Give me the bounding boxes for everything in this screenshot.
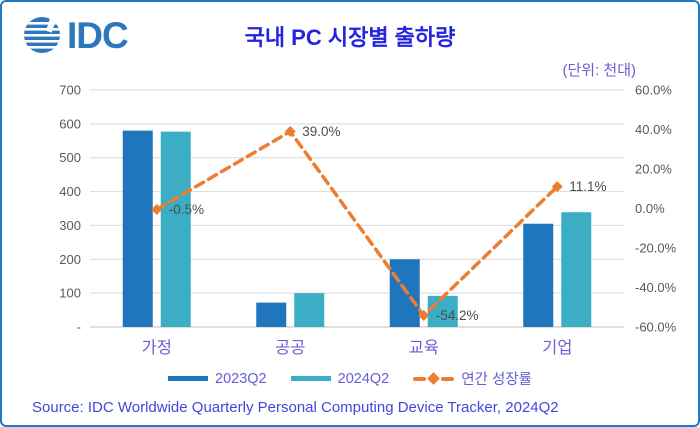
growth-marker [284, 125, 296, 137]
growth-point-label: 39.0% [302, 124, 340, 139]
legend-label-growth: 연간 성장률 [461, 372, 532, 388]
source-text: Source: IDC Worldwide Quarterly Personal… [32, 399, 559, 416]
bar-2024q2-2 [427, 295, 458, 327]
left-axis-tick-label: 600 [59, 116, 81, 131]
left-axis-tick-label: - [77, 320, 81, 335]
left-axis-tick-label: 400 [59, 184, 81, 199]
growth-line [155, 129, 559, 319]
category-label-1: 공공 [275, 339, 305, 357]
legend-item-2023q2: 2023Q2 [168, 371, 267, 387]
legend-swatch-2024q2 [290, 376, 331, 381]
category-label-0: 가정 [142, 338, 172, 357]
legend-swatch-2023q2 [168, 376, 209, 381]
legend-label-2024q2: 2024Q2 [337, 370, 390, 387]
chart-title: 국내 PC 시장별 출하량 [244, 25, 456, 50]
right-axis-tick-label: -20.0% [635, 241, 677, 256]
bar-2024q2-0 [160, 131, 191, 327]
left-axis-tick-label: 700 [59, 83, 81, 98]
bar-2024q2-3 [561, 212, 592, 327]
right-axis-tick-label: 60.0% [635, 83, 672, 98]
growth-point-label: -0.5% [169, 202, 204, 217]
right-axis-tick-label: 40.0% [635, 122, 672, 137]
growth-marker [418, 310, 430, 322]
bar-2024q2-1 [294, 293, 325, 327]
growth-marker [151, 203, 163, 215]
idc-logo-text: IDC [67, 14, 129, 56]
growth-point-label: 11.1% [569, 179, 606, 194]
bar-2023q2-2 [389, 259, 420, 327]
legend-item-2024q2: 2024Q2 [290, 370, 390, 387]
legend-growth-line-icon [413, 372, 455, 385]
category-label-2: 교육 [409, 338, 439, 357]
right-axis-tick-label: -60.0% [635, 320, 677, 335]
growth-point-label: -54.2% [436, 308, 479, 323]
right-axis-tick-label: 0.0% [635, 201, 665, 216]
idc-globe-icon [24, 17, 60, 53]
left-axis-tick-label: 300 [59, 218, 81, 233]
legend-label-2023q2: 2023Q2 [215, 370, 267, 387]
category-label-3: 기업 [542, 338, 572, 357]
bar-2023q2-1 [256, 302, 287, 327]
bar-2023q2-3 [523, 223, 554, 327]
left-axis-tick-label: 500 [59, 150, 81, 165]
bar-2023q2-0 [122, 130, 153, 327]
idc-logo: IDC [22, 14, 129, 56]
chart-legend: 2023Q2 2024Q2 연간 성장률 [2, 368, 698, 389]
left-axis-tick-label: 100 [59, 286, 81, 301]
left-axis-tick-label: 200 [59, 252, 81, 267]
unit-label: (단위: 천대) [562, 62, 636, 79]
growth-marker [551, 181, 563, 193]
right-axis-tick-label: -40.0% [635, 280, 677, 295]
legend-item-growth: 연간 성장률 [413, 368, 532, 389]
right-axis-tick-label: 20.0% [635, 162, 672, 177]
